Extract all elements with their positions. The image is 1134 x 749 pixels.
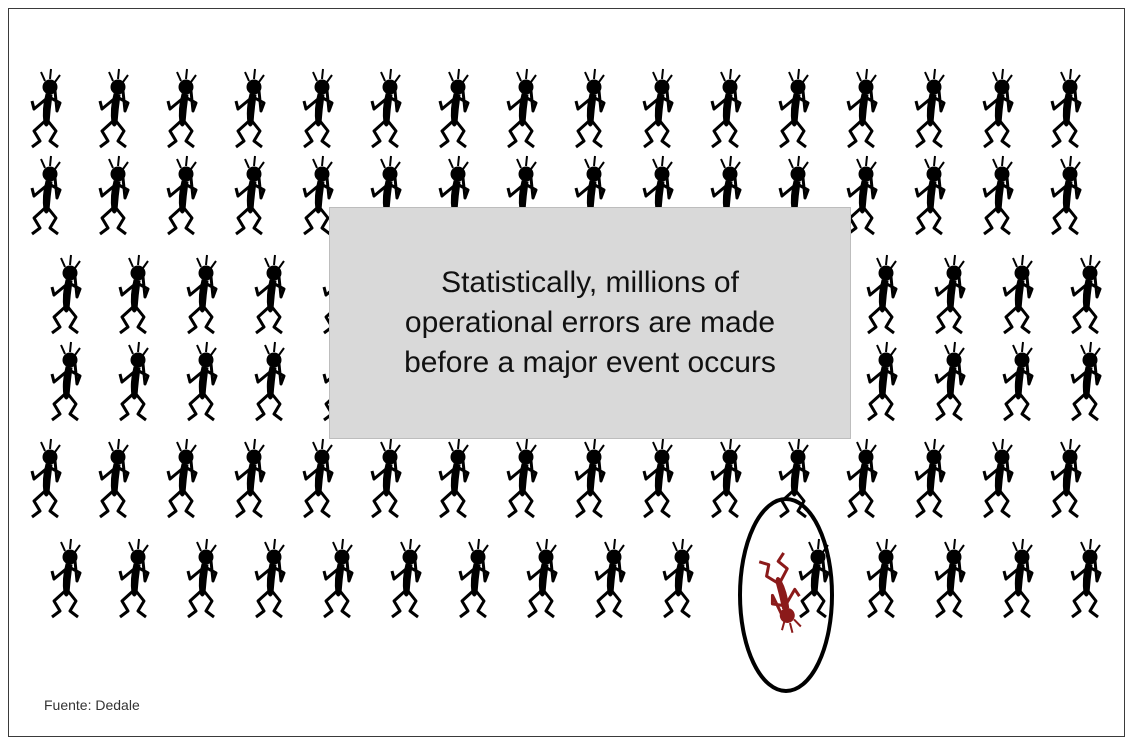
- stick-person-icon: [1052, 69, 1080, 147]
- stick-person-icon: [936, 539, 964, 617]
- stick-person-icon: [848, 439, 876, 517]
- stick-person-icon: [800, 539, 828, 617]
- stick-person-icon: [392, 539, 420, 617]
- stick-person-icon: [372, 439, 400, 517]
- stick-person-icon: [508, 439, 536, 517]
- stick-person-icon: [120, 539, 148, 617]
- stick-person-icon: [32, 156, 60, 234]
- stick-person-icon: [372, 69, 400, 147]
- stick-person-icon: [188, 255, 216, 333]
- stick-person-icon: [1072, 539, 1100, 617]
- stick-person-icon: [868, 342, 896, 420]
- stick-person-icon: [508, 69, 536, 147]
- stick-person-icon: [1004, 539, 1032, 617]
- stick-person-icon: [1004, 342, 1032, 420]
- stick-person-icon: [304, 156, 332, 234]
- stick-person-icon: [868, 539, 896, 617]
- stick-person-icon: [1072, 342, 1100, 420]
- stick-person-icon: [644, 439, 672, 517]
- stick-person-icon: [236, 69, 264, 147]
- stick-person-icon: [120, 255, 148, 333]
- stick-person-icon: [32, 439, 60, 517]
- stick-person-icon: [780, 69, 808, 147]
- stick-person-icon: [664, 539, 692, 617]
- callout-text: Statistically, millions of operational e…: [370, 263, 810, 383]
- stick-person-icon: [936, 255, 964, 333]
- stick-person-icon: [100, 156, 128, 234]
- stick-person-icon: [324, 539, 352, 617]
- stick-person-icon: [188, 539, 216, 617]
- stick-person-icon: [440, 439, 468, 517]
- stick-person-icon: [1004, 255, 1032, 333]
- stick-person-icon: [916, 156, 944, 234]
- stick-person-icon: [848, 69, 876, 147]
- stick-person-icon: [984, 156, 1012, 234]
- stick-person-icon: [52, 539, 80, 617]
- stick-person-icon: [256, 255, 284, 333]
- stick-person-icon: [1072, 255, 1100, 333]
- stick-person-icon: [168, 439, 196, 517]
- stick-person-icon: [528, 539, 556, 617]
- stick-person-icon: [304, 439, 332, 517]
- stick-person-icon: [236, 439, 264, 517]
- stick-person-icon: [984, 439, 1012, 517]
- stick-person-icon: [1052, 156, 1080, 234]
- stick-person-icon: [712, 439, 740, 517]
- stick-person-icon: [52, 342, 80, 420]
- stick-person-icon: [848, 156, 876, 234]
- stick-person-icon: [868, 255, 896, 333]
- stick-person-icon: [1052, 439, 1080, 517]
- source-caption: Fuente: Dedale: [44, 697, 140, 713]
- stick-person-icon: [32, 69, 60, 147]
- stick-person-icon: [120, 342, 148, 420]
- stick-person-icon: [168, 69, 196, 147]
- stick-person-icon: [984, 69, 1012, 147]
- stick-person-icon: [596, 539, 624, 617]
- stick-person-icon: [644, 69, 672, 147]
- stick-person-icon: [440, 69, 468, 147]
- stick-person-icon: [576, 69, 604, 147]
- stick-person-icon: [936, 342, 964, 420]
- stick-person-icon: [52, 255, 80, 333]
- callout-box: Statistically, millions of operational e…: [329, 207, 851, 439]
- stick-person-icon: [188, 342, 216, 420]
- stick-person-icon: [100, 69, 128, 147]
- stick-person-icon: [916, 69, 944, 147]
- stick-person-icon: [256, 342, 284, 420]
- stick-person-icon: [100, 439, 128, 517]
- stick-person-icon: [168, 156, 196, 234]
- stick-person-icon: [236, 156, 264, 234]
- stick-person-icon: [256, 539, 284, 617]
- stick-person-icon: [916, 439, 944, 517]
- stick-person-icon: [712, 69, 740, 147]
- stick-person-icon: [460, 539, 488, 617]
- fallen-person-icon: [757, 553, 810, 636]
- stick-person-icon: [304, 69, 332, 147]
- stick-person-icon: [576, 439, 604, 517]
